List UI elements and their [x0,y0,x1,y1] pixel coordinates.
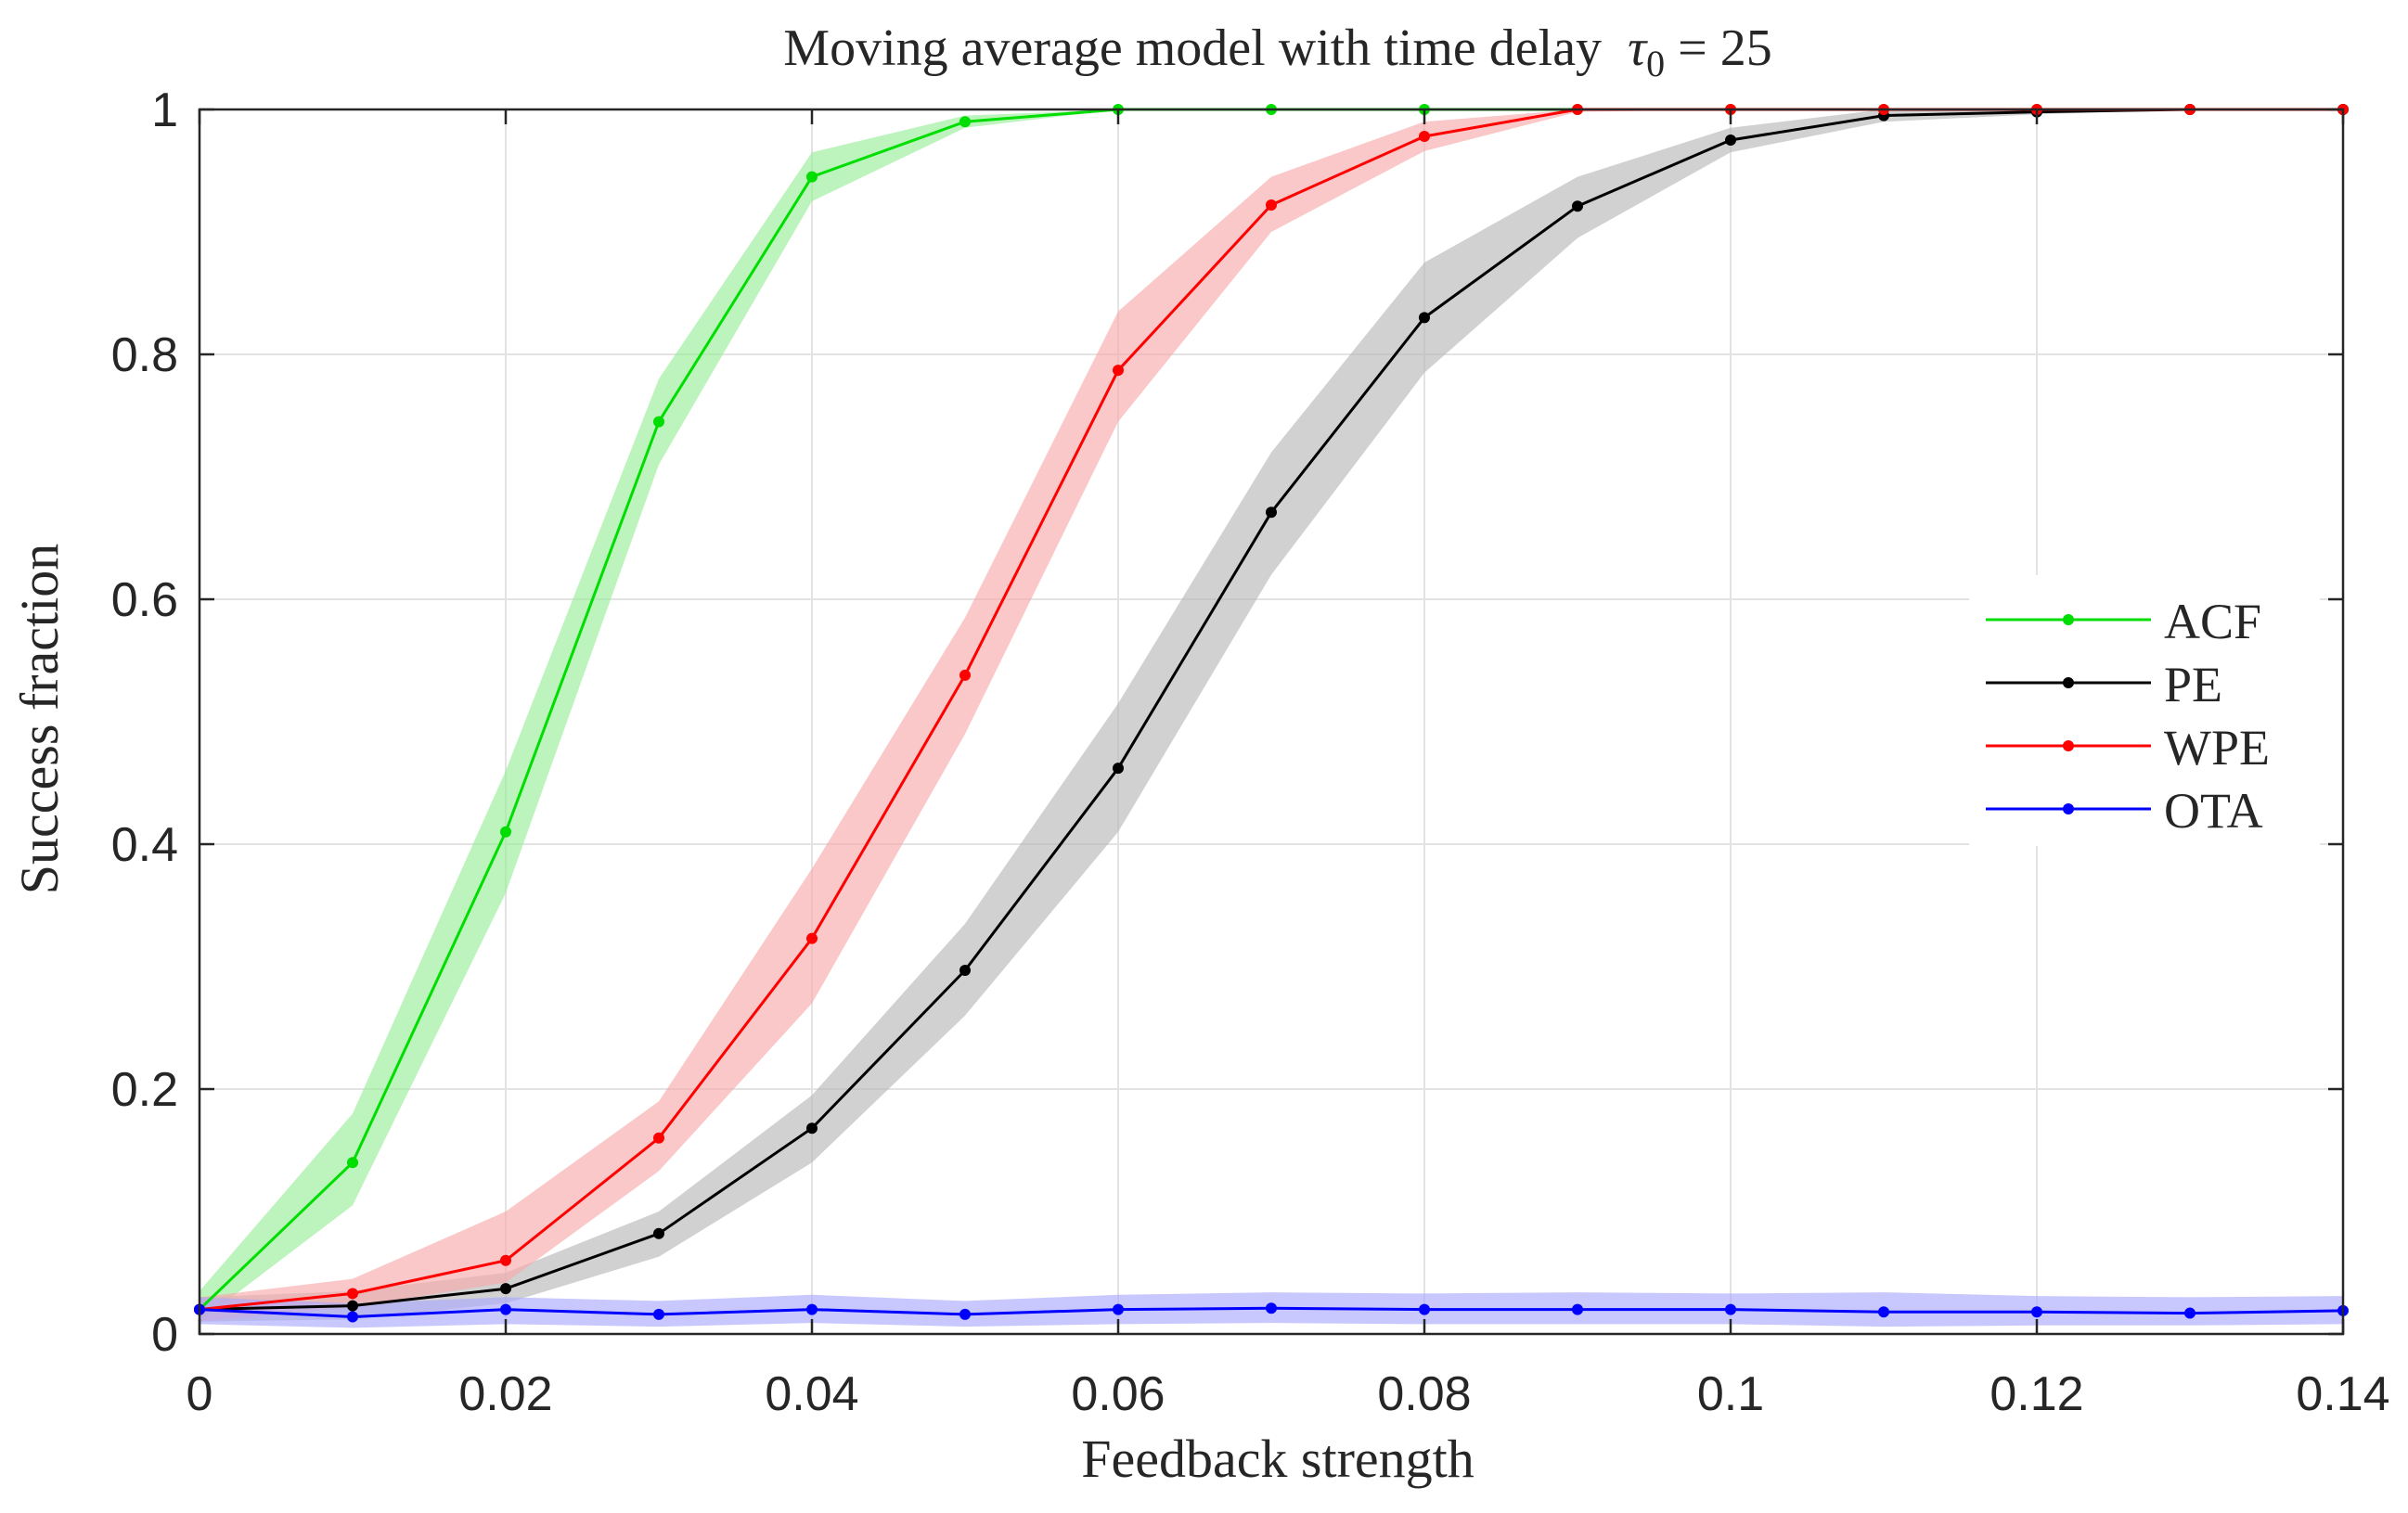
x-tick-label: 0.06 [1071,1367,1165,1421]
wpe-point [653,1132,664,1144]
x-tick-label: 0.08 [1377,1367,1471,1421]
legend-wpe-marker [2063,740,2074,751]
pe-point [1419,312,1430,324]
acf-point [959,116,971,128]
y-axis-label: Success fraction [9,544,70,894]
y-tick-label: 0.8 [111,328,178,382]
x-tick-label: 0.04 [765,1367,858,1421]
wpe-point [500,1254,511,1266]
wpe-point [806,932,818,944]
pe-point [1572,200,1583,212]
ota-point [2184,1307,2196,1319]
ota-point [1725,1303,1736,1315]
x-axis-label: Feedback strength [1081,1429,1474,1489]
acf-point [653,416,664,428]
legend: ACF PE WPE OTA [1969,575,2320,846]
legend-wpe-label: WPE [2164,720,2270,776]
chart-title-equation: = 25 [1665,19,1772,77]
pe-point [806,1122,818,1135]
wpe-point [1113,365,1124,377]
chart-title-symbol: τ [1628,19,1648,77]
pe-point [347,1300,358,1312]
ota-point [2031,1306,2042,1318]
pe-point [959,964,971,976]
legend-box [1969,575,2320,846]
x-tick-label: 0.12 [1989,1367,2083,1421]
y-tick-labels: 0 0.2 0.4 0.6 0.8 1 [111,83,178,1362]
legend-items: ACF PE WPE OTA [1986,594,2270,839]
wpe-point [959,669,971,681]
ota-point [1419,1303,1430,1315]
pe-point [1725,135,1736,146]
axis-ticks [198,108,2345,1336]
y-tick-label: 0 [151,1308,178,1362]
legend-pe-marker [2063,677,2074,688]
x-tick-label: 0.02 [458,1367,552,1421]
wpe-point [1266,199,1277,211]
chart-title-text: Moving average model with time delay [783,19,1602,77]
ota-point [1878,1306,1889,1318]
pe-point [1266,506,1277,519]
x-tick-label: 0.14 [2296,1367,2389,1421]
ota-point [806,1303,818,1315]
x-tick-label: 0.1 [1697,1367,1764,1421]
pe-point [1113,763,1124,775]
series-markers [194,104,2349,1323]
wpe-point [1419,131,1430,143]
ota-point [1572,1303,1583,1315]
y-tick-label: 0.4 [111,818,178,872]
plot-frame [198,108,2345,1336]
ota-point [347,1311,358,1323]
y-tick-label: 0.6 [111,573,178,627]
legend-acf-marker [2063,614,2074,625]
legend-pe-label: PE [2164,657,2222,712]
y-tick-label: 0.2 [111,1063,178,1117]
ota-point [1266,1302,1277,1314]
legend-ota-marker [2063,803,2074,814]
pe-point [653,1227,664,1239]
y-tick-label: 1 [151,83,178,137]
chart-title: Moving average model with time delay τ0 … [783,19,1771,84]
acf-point [806,171,818,183]
wpe-point [347,1288,358,1300]
ota-point [500,1303,511,1315]
ota-point [959,1308,971,1320]
ota-point [653,1308,664,1320]
x-tick-label: 0 [187,1367,213,1421]
acf-point [347,1157,358,1169]
legend-ota-label: OTA [2164,783,2263,839]
wpe-band [200,109,2343,1322]
pe-point [500,1283,511,1295]
legend-acf-label: ACF [2164,594,2261,649]
chart-title-subscript: 0 [1646,43,1665,84]
ota-point [1113,1303,1124,1315]
x-tick-labels: 0 0.02 0.04 0.06 0.08 0.1 0.12 0.14 [187,1367,2390,1421]
acf-point [500,826,511,838]
